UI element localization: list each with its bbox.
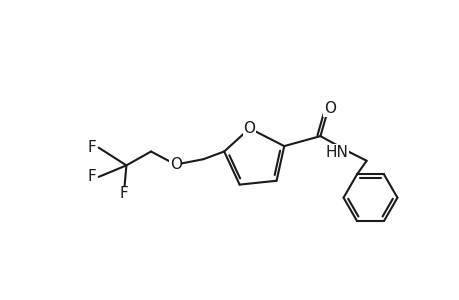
Text: O: O [323, 101, 335, 116]
Text: O: O [169, 157, 181, 172]
Text: HN: HN [325, 145, 347, 160]
Text: F: F [87, 140, 96, 155]
Text: O: O [243, 121, 255, 136]
Text: F: F [87, 169, 96, 184]
Text: F: F [119, 186, 128, 201]
